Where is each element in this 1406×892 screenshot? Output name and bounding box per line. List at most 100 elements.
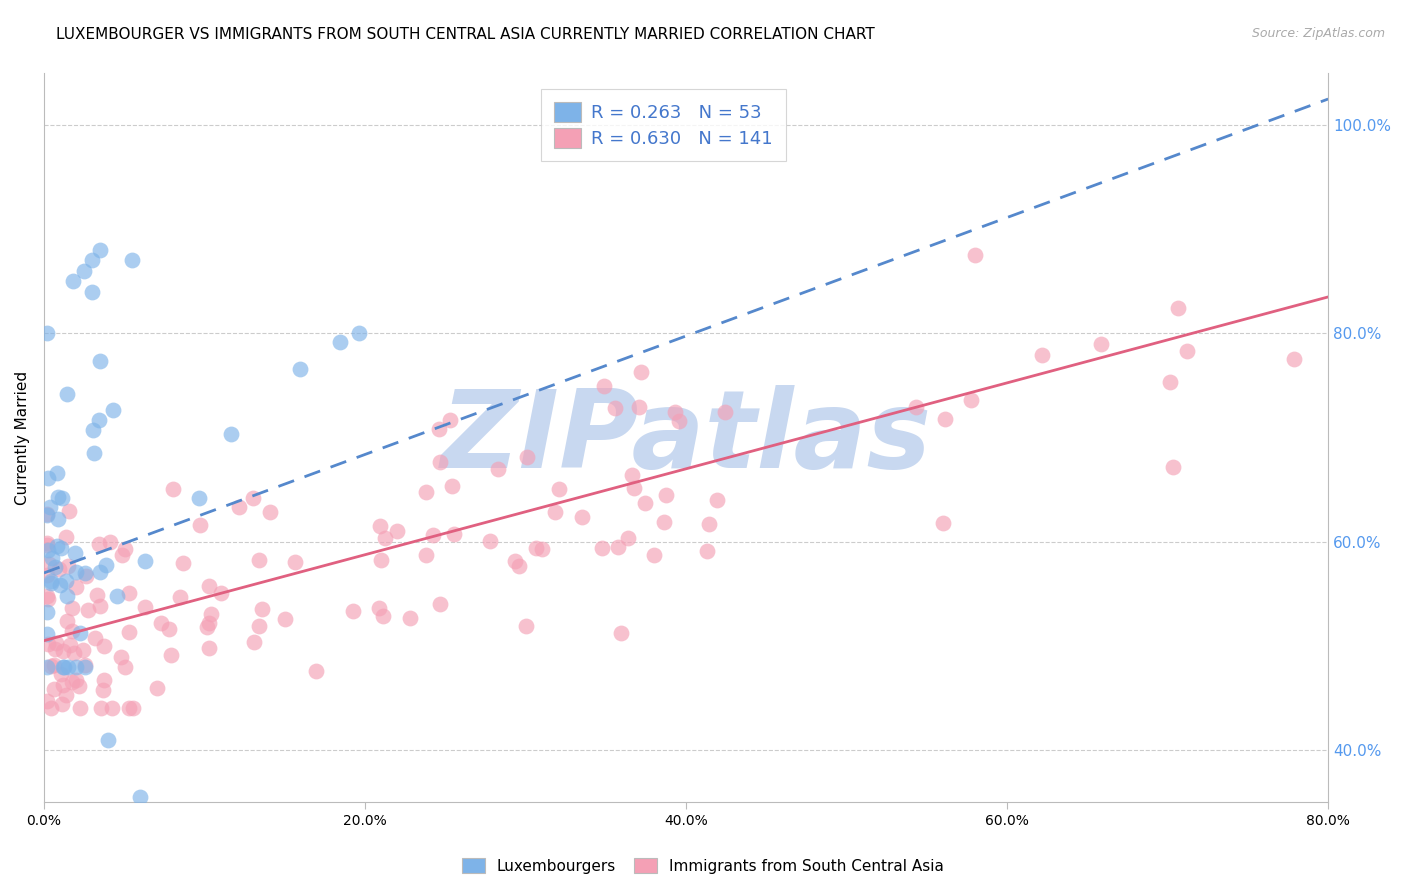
Point xyxy=(486,462,509,476)
Point xyxy=(38,500,60,514)
Point xyxy=(591,541,613,556)
Point xyxy=(211,585,233,599)
Point xyxy=(370,553,392,567)
Point xyxy=(97,732,120,747)
Point xyxy=(623,481,645,495)
Point xyxy=(51,697,73,711)
Point xyxy=(73,657,96,672)
Point xyxy=(60,675,83,690)
Point xyxy=(55,589,77,603)
Point xyxy=(228,500,250,514)
Point xyxy=(51,541,73,555)
Point xyxy=(548,482,571,496)
Point xyxy=(80,253,103,268)
Point xyxy=(51,491,73,505)
Point xyxy=(198,615,221,630)
Point xyxy=(696,544,718,558)
Point xyxy=(329,335,352,350)
Point xyxy=(342,604,364,618)
Point xyxy=(515,618,537,632)
Point xyxy=(1031,348,1053,362)
Point xyxy=(630,366,652,380)
Legend: Luxembourgers, Immigrants from South Central Asia: Luxembourgers, Immigrants from South Cen… xyxy=(456,852,950,880)
Point xyxy=(55,574,77,588)
Point xyxy=(56,558,79,573)
Point xyxy=(98,534,121,549)
Point xyxy=(37,637,59,651)
Point xyxy=(56,615,79,629)
Point xyxy=(195,620,218,634)
Point xyxy=(429,597,451,611)
Point xyxy=(305,664,328,678)
Point xyxy=(643,548,665,562)
Point xyxy=(73,264,96,278)
Point xyxy=(55,688,77,702)
Point xyxy=(69,626,91,640)
Point xyxy=(52,659,75,673)
Point xyxy=(35,535,58,549)
Point xyxy=(1167,301,1189,315)
Point xyxy=(160,648,183,662)
Point xyxy=(72,642,94,657)
Point xyxy=(620,468,643,483)
Point xyxy=(87,413,110,427)
Point xyxy=(134,553,156,567)
Point xyxy=(415,548,437,562)
Legend: R = 0.263   N = 53, R = 0.630   N = 141: R = 0.263 N = 53, R = 0.630 N = 141 xyxy=(541,89,786,161)
Point xyxy=(516,450,538,465)
Point xyxy=(55,530,77,544)
Point xyxy=(610,625,633,640)
Point xyxy=(48,577,70,591)
Point xyxy=(42,658,65,673)
Point xyxy=(114,660,136,674)
Point xyxy=(110,650,132,665)
Text: Source: ZipAtlas.com: Source: ZipAtlas.com xyxy=(1251,27,1385,40)
Point xyxy=(103,403,125,417)
Point xyxy=(654,488,676,502)
Point xyxy=(530,541,553,556)
Point xyxy=(259,505,281,519)
Point xyxy=(49,667,72,681)
Point xyxy=(37,471,59,485)
Point xyxy=(197,579,219,593)
Point xyxy=(960,392,983,407)
Point xyxy=(249,553,271,567)
Point xyxy=(628,400,651,414)
Point xyxy=(38,557,60,571)
Point xyxy=(39,701,62,715)
Point xyxy=(41,550,63,565)
Point xyxy=(443,527,465,541)
Point xyxy=(67,679,90,693)
Point xyxy=(75,659,97,673)
Point xyxy=(65,673,87,687)
Point xyxy=(169,590,191,604)
Point xyxy=(149,616,172,631)
Point xyxy=(1282,351,1305,366)
Point xyxy=(368,601,391,615)
Point xyxy=(374,531,396,545)
Point xyxy=(121,701,143,715)
Point xyxy=(524,541,547,556)
Point xyxy=(35,508,58,522)
Point xyxy=(37,543,59,558)
Point xyxy=(82,424,104,438)
Point xyxy=(607,540,630,554)
Point xyxy=(242,491,264,505)
Point xyxy=(62,274,84,288)
Point xyxy=(52,678,75,692)
Point xyxy=(118,586,141,600)
Point xyxy=(963,248,986,262)
Point xyxy=(368,519,391,533)
Point xyxy=(616,531,638,545)
Point xyxy=(399,610,422,624)
Point xyxy=(385,524,408,539)
Point xyxy=(932,516,955,530)
Point xyxy=(93,673,115,688)
Point xyxy=(45,540,67,554)
Point xyxy=(35,508,58,523)
Point xyxy=(46,466,69,480)
Point xyxy=(274,612,297,626)
Point xyxy=(59,639,82,653)
Point xyxy=(593,379,616,393)
Point xyxy=(571,509,593,524)
